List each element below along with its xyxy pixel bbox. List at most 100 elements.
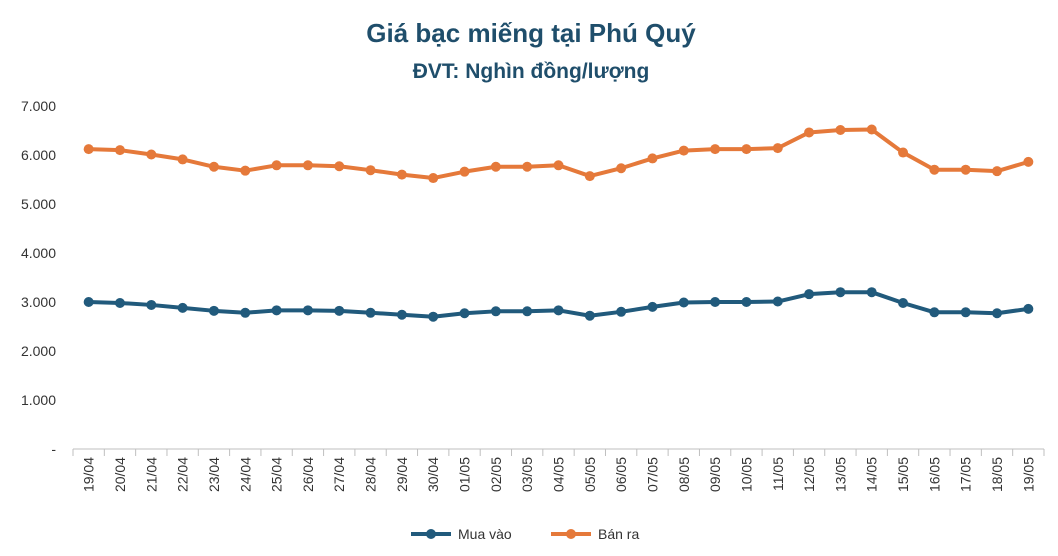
data-point: [1023, 156, 1034, 167]
x-tick-label: 17/05: [958, 457, 974, 492]
data-point: [898, 297, 909, 308]
x-tick-label: 09/05: [707, 457, 723, 492]
data-point: [522, 161, 533, 172]
data-point: [146, 149, 157, 160]
data-point: [240, 165, 251, 176]
x-tick-label: 27/04: [331, 457, 347, 492]
legend: Mua vào Bán ra: [411, 526, 639, 542]
data-point: [710, 297, 721, 307]
data-point: [302, 305, 313, 316]
x-tick-label: 19/04: [81, 457, 97, 492]
x-tick-label: 07/05: [644, 457, 660, 492]
data-point: [678, 145, 689, 156]
x-axis: 19/04 20/04 21/04 22/04 23/04 24/04 25/04 26/04…: [72, 448, 1045, 492]
legend-label: Mua vào: [458, 526, 512, 542]
data-point: [365, 307, 376, 318]
legend-marker: [566, 529, 576, 539]
y-tick-label: 2.000: [21, 343, 56, 359]
data-point: [459, 166, 470, 177]
x-tick-label: 03/05: [519, 457, 535, 492]
data-point: [647, 153, 658, 164]
y-tick-label: 4.000: [21, 245, 56, 261]
data-point: [678, 297, 689, 308]
data-point: [114, 145, 125, 156]
data-point: [898, 147, 909, 158]
data-point: [616, 163, 627, 174]
series-line: [88, 127, 1029, 181]
data-point: [992, 308, 1003, 319]
x-tick-label: 25/04: [269, 457, 285, 492]
data-point: [240, 307, 251, 318]
x-tick-label: 04/05: [551, 457, 567, 492]
y-tick-label: 1.000: [21, 392, 56, 408]
series-layer: [83, 124, 1034, 322]
chart-subtitle: ĐVT: Nghìn đồng/lượng: [413, 60, 650, 83]
data-point: [553, 305, 564, 316]
data-point: [490, 306, 501, 317]
x-tick-label: 12/05: [801, 457, 817, 492]
data-point: [177, 302, 188, 313]
legend-item: Bán ra: [551, 526, 639, 542]
x-tick-label: 06/05: [613, 457, 629, 492]
x-tick-label: 11/05: [770, 457, 786, 491]
data-point: [710, 144, 721, 155]
data-point: [83, 297, 94, 307]
data-point: [835, 287, 846, 298]
series-2: [83, 124, 1034, 184]
x-tick-label: 10/05: [738, 457, 754, 492]
data-point: [302, 160, 313, 171]
data-point: [428, 173, 439, 184]
data-point: [334, 161, 345, 172]
data-point: [522, 306, 533, 317]
data-point: [428, 311, 439, 322]
x-tick-label: 01/05: [457, 457, 473, 492]
data-point: [271, 160, 282, 171]
x-tick-label: 29/04: [394, 457, 410, 492]
data-point: [866, 124, 877, 135]
data-point: [584, 310, 595, 321]
data-point: [177, 154, 188, 165]
y-tick-label: -: [51, 441, 56, 457]
x-tick-label: 21/04: [143, 457, 159, 492]
data-point: [929, 164, 940, 175]
data-point: [83, 144, 94, 155]
legend-item: Mua vào: [411, 526, 512, 542]
data-point: [553, 160, 564, 171]
data-point: [835, 125, 846, 136]
y-axis: - 1.000 2.000 3.000 4.000 5.000 6.000 7.000: [21, 98, 56, 457]
y-tick-label: 6.000: [21, 147, 56, 163]
x-tick-label: 18/05: [989, 457, 1005, 492]
data-point: [741, 297, 752, 307]
data-point: [459, 308, 470, 319]
data-point: [992, 166, 1003, 177]
chart-title: Giá bạc miếng tại Phú Quý: [366, 18, 696, 48]
data-point: [772, 143, 783, 154]
data-point: [647, 301, 658, 312]
x-tick-label: 08/05: [676, 457, 692, 492]
x-tick-label: 15/05: [895, 457, 911, 492]
x-tick-label: 02/05: [488, 457, 504, 492]
y-tick-label: 7.000: [21, 98, 56, 114]
x-tick-label: 19/05: [1020, 457, 1036, 492]
x-tick-label: 24/04: [237, 457, 253, 492]
x-tick-label: 14/05: [864, 457, 880, 492]
data-point: [114, 297, 125, 308]
data-point: [584, 171, 595, 182]
x-tick-label: 05/05: [582, 457, 598, 492]
data-point: [271, 305, 282, 316]
x-tick-label: 23/04: [206, 457, 222, 492]
data-point: [960, 164, 971, 175]
data-point: [396, 309, 407, 320]
data-point: [1023, 303, 1034, 314]
data-point: [804, 289, 815, 300]
data-point: [741, 144, 752, 155]
data-point: [396, 169, 407, 180]
x-tick-label: 16/05: [926, 457, 942, 492]
data-point: [960, 307, 971, 318]
x-tick-label: 20/04: [112, 457, 128, 492]
x-tick-label: 13/05: [832, 457, 848, 492]
data-point: [334, 305, 345, 316]
legend-marker: [426, 529, 436, 539]
x-tick-label: 28/04: [363, 457, 379, 492]
data-point: [929, 307, 940, 318]
